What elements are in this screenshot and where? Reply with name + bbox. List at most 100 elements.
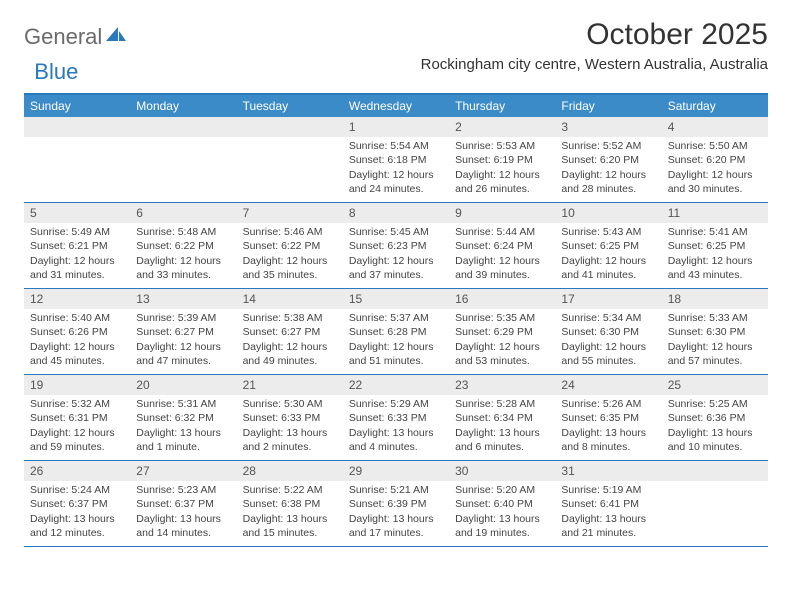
day-line-dl1: Daylight: 12 hours <box>455 340 549 354</box>
day-line-sr: Sunrise: 5:50 AM <box>668 139 762 153</box>
day-body: Sunrise: 5:39 AMSunset: 6:27 PMDaylight:… <box>130 311 236 372</box>
day-header: Friday <box>555 95 661 117</box>
weeks-container: 1Sunrise: 5:54 AMSunset: 6:18 PMDaylight… <box>24 117 768 547</box>
day-cell: 2Sunrise: 5:53 AMSunset: 6:19 PMDaylight… <box>449 117 555 202</box>
day-line-dl2: and 41 minutes. <box>561 268 655 282</box>
day-body: Sunrise: 5:46 AMSunset: 6:22 PMDaylight:… <box>237 225 343 286</box>
day-line-dl1: Daylight: 13 hours <box>243 426 337 440</box>
day-line-ss: Sunset: 6:22 PM <box>243 239 337 253</box>
day-body: Sunrise: 5:29 AMSunset: 6:33 PMDaylight:… <box>343 397 449 458</box>
day-cell: 12Sunrise: 5:40 AMSunset: 6:26 PMDayligh… <box>24 289 130 374</box>
day-line-dl2: and 53 minutes. <box>455 354 549 368</box>
day-line-dl1: Daylight: 13 hours <box>668 426 762 440</box>
day-number: 12 <box>24 289 130 309</box>
day-line-sr: Sunrise: 5:43 AM <box>561 225 655 239</box>
day-line-dl2: and 51 minutes. <box>349 354 443 368</box>
day-line-dl2: and 10 minutes. <box>668 440 762 454</box>
day-cell: 25Sunrise: 5:25 AMSunset: 6:36 PMDayligh… <box>662 375 768 460</box>
day-line-dl2: and 57 minutes. <box>668 354 762 368</box>
day-line-ss: Sunset: 6:35 PM <box>561 411 655 425</box>
day-number: 20 <box>130 375 236 395</box>
day-cell: 4Sunrise: 5:50 AMSunset: 6:20 PMDaylight… <box>662 117 768 202</box>
day-line-sr: Sunrise: 5:54 AM <box>349 139 443 153</box>
day-cell: 19Sunrise: 5:32 AMSunset: 6:31 PMDayligh… <box>24 375 130 460</box>
day-line-dl2: and 37 minutes. <box>349 268 443 282</box>
day-number: 7 <box>237 203 343 223</box>
day-line-dl1: Daylight: 12 hours <box>455 254 549 268</box>
day-body: Sunrise: 5:23 AMSunset: 6:37 PMDaylight:… <box>130 483 236 544</box>
day-line-dl1: Daylight: 12 hours <box>136 254 230 268</box>
day-line-dl1: Daylight: 12 hours <box>561 340 655 354</box>
day-cell: 20Sunrise: 5:31 AMSunset: 6:32 PMDayligh… <box>130 375 236 460</box>
day-line-ss: Sunset: 6:31 PM <box>30 411 124 425</box>
day-number: 2 <box>449 117 555 137</box>
day-header: Thursday <box>449 95 555 117</box>
day-line-dl1: Daylight: 12 hours <box>668 340 762 354</box>
day-number: 11 <box>662 203 768 223</box>
day-cell <box>662 461 768 546</box>
day-number: 8 <box>343 203 449 223</box>
logo: General <box>24 24 127 50</box>
day-line-dl1: Daylight: 12 hours <box>30 254 124 268</box>
day-body: Sunrise: 5:40 AMSunset: 6:26 PMDaylight:… <box>24 311 130 372</box>
logo-text-2: Blue <box>34 59 78 85</box>
title-block: October 2025 Rockingham city centre, Wes… <box>421 18 768 79</box>
day-body: Sunrise: 5:31 AMSunset: 6:32 PMDaylight:… <box>130 397 236 458</box>
day-line-dl1: Daylight: 12 hours <box>561 168 655 182</box>
day-line-dl2: and 28 minutes. <box>561 182 655 196</box>
day-line-dl2: and 30 minutes. <box>668 182 762 196</box>
day-cell: 13Sunrise: 5:39 AMSunset: 6:27 PMDayligh… <box>130 289 236 374</box>
day-body: Sunrise: 5:48 AMSunset: 6:22 PMDaylight:… <box>130 225 236 286</box>
day-cell: 17Sunrise: 5:34 AMSunset: 6:30 PMDayligh… <box>555 289 661 374</box>
day-line-dl2: and 14 minutes. <box>136 526 230 540</box>
day-line-dl2: and 24 minutes. <box>349 182 443 196</box>
month-title: October 2025 <box>421 18 768 52</box>
day-number: 10 <box>555 203 661 223</box>
day-line-sr: Sunrise: 5:34 AM <box>561 311 655 325</box>
day-line-ss: Sunset: 6:20 PM <box>668 153 762 167</box>
day-body: Sunrise: 5:22 AMSunset: 6:38 PMDaylight:… <box>237 483 343 544</box>
day-body: Sunrise: 5:53 AMSunset: 6:19 PMDaylight:… <box>449 139 555 200</box>
day-number: 21 <box>237 375 343 395</box>
day-line-ss: Sunset: 6:27 PM <box>136 325 230 339</box>
day-line-ss: Sunset: 6:30 PM <box>668 325 762 339</box>
day-cell <box>237 117 343 202</box>
day-cell: 29Sunrise: 5:21 AMSunset: 6:39 PMDayligh… <box>343 461 449 546</box>
day-body: Sunrise: 5:20 AMSunset: 6:40 PMDaylight:… <box>449 483 555 544</box>
day-line-dl1: Daylight: 13 hours <box>136 426 230 440</box>
day-line-ss: Sunset: 6:37 PM <box>136 497 230 511</box>
day-line-ss: Sunset: 6:19 PM <box>455 153 549 167</box>
day-cell: 10Sunrise: 5:43 AMSunset: 6:25 PMDayligh… <box>555 203 661 288</box>
day-line-dl2: and 4 minutes. <box>349 440 443 454</box>
day-number: 19 <box>24 375 130 395</box>
day-cell: 11Sunrise: 5:41 AMSunset: 6:25 PMDayligh… <box>662 203 768 288</box>
day-line-ss: Sunset: 6:23 PM <box>349 239 443 253</box>
day-line-dl2: and 1 minute. <box>136 440 230 454</box>
day-cell: 7Sunrise: 5:46 AMSunset: 6:22 PMDaylight… <box>237 203 343 288</box>
day-number: 29 <box>343 461 449 481</box>
day-header: Sunday <box>24 95 130 117</box>
day-line-dl2: and 31 minutes. <box>30 268 124 282</box>
day-line-dl2: and 47 minutes. <box>136 354 230 368</box>
day-line-dl2: and 35 minutes. <box>243 268 337 282</box>
day-line-ss: Sunset: 6:39 PM <box>349 497 443 511</box>
day-body: Sunrise: 5:45 AMSunset: 6:23 PMDaylight:… <box>343 225 449 286</box>
day-number: 16 <box>449 289 555 309</box>
day-body: Sunrise: 5:32 AMSunset: 6:31 PMDaylight:… <box>24 397 130 458</box>
day-number: 26 <box>24 461 130 481</box>
day-line-ss: Sunset: 6:20 PM <box>561 153 655 167</box>
day-cell: 30Sunrise: 5:20 AMSunset: 6:40 PMDayligh… <box>449 461 555 546</box>
day-cell: 31Sunrise: 5:19 AMSunset: 6:41 PMDayligh… <box>555 461 661 546</box>
day-line-dl2: and 59 minutes. <box>30 440 124 454</box>
day-cell: 28Sunrise: 5:22 AMSunset: 6:38 PMDayligh… <box>237 461 343 546</box>
day-line-sr: Sunrise: 5:39 AM <box>136 311 230 325</box>
day-line-dl2: and 2 minutes. <box>243 440 337 454</box>
day-line-ss: Sunset: 6:28 PM <box>349 325 443 339</box>
logo-text-1: General <box>24 24 102 50</box>
day-body: Sunrise: 5:21 AMSunset: 6:39 PMDaylight:… <box>343 483 449 544</box>
day-number: 13 <box>130 289 236 309</box>
day-line-dl2: and 21 minutes. <box>561 526 655 540</box>
day-cell: 6Sunrise: 5:48 AMSunset: 6:22 PMDaylight… <box>130 203 236 288</box>
day-cell: 1Sunrise: 5:54 AMSunset: 6:18 PMDaylight… <box>343 117 449 202</box>
day-cell: 27Sunrise: 5:23 AMSunset: 6:37 PMDayligh… <box>130 461 236 546</box>
